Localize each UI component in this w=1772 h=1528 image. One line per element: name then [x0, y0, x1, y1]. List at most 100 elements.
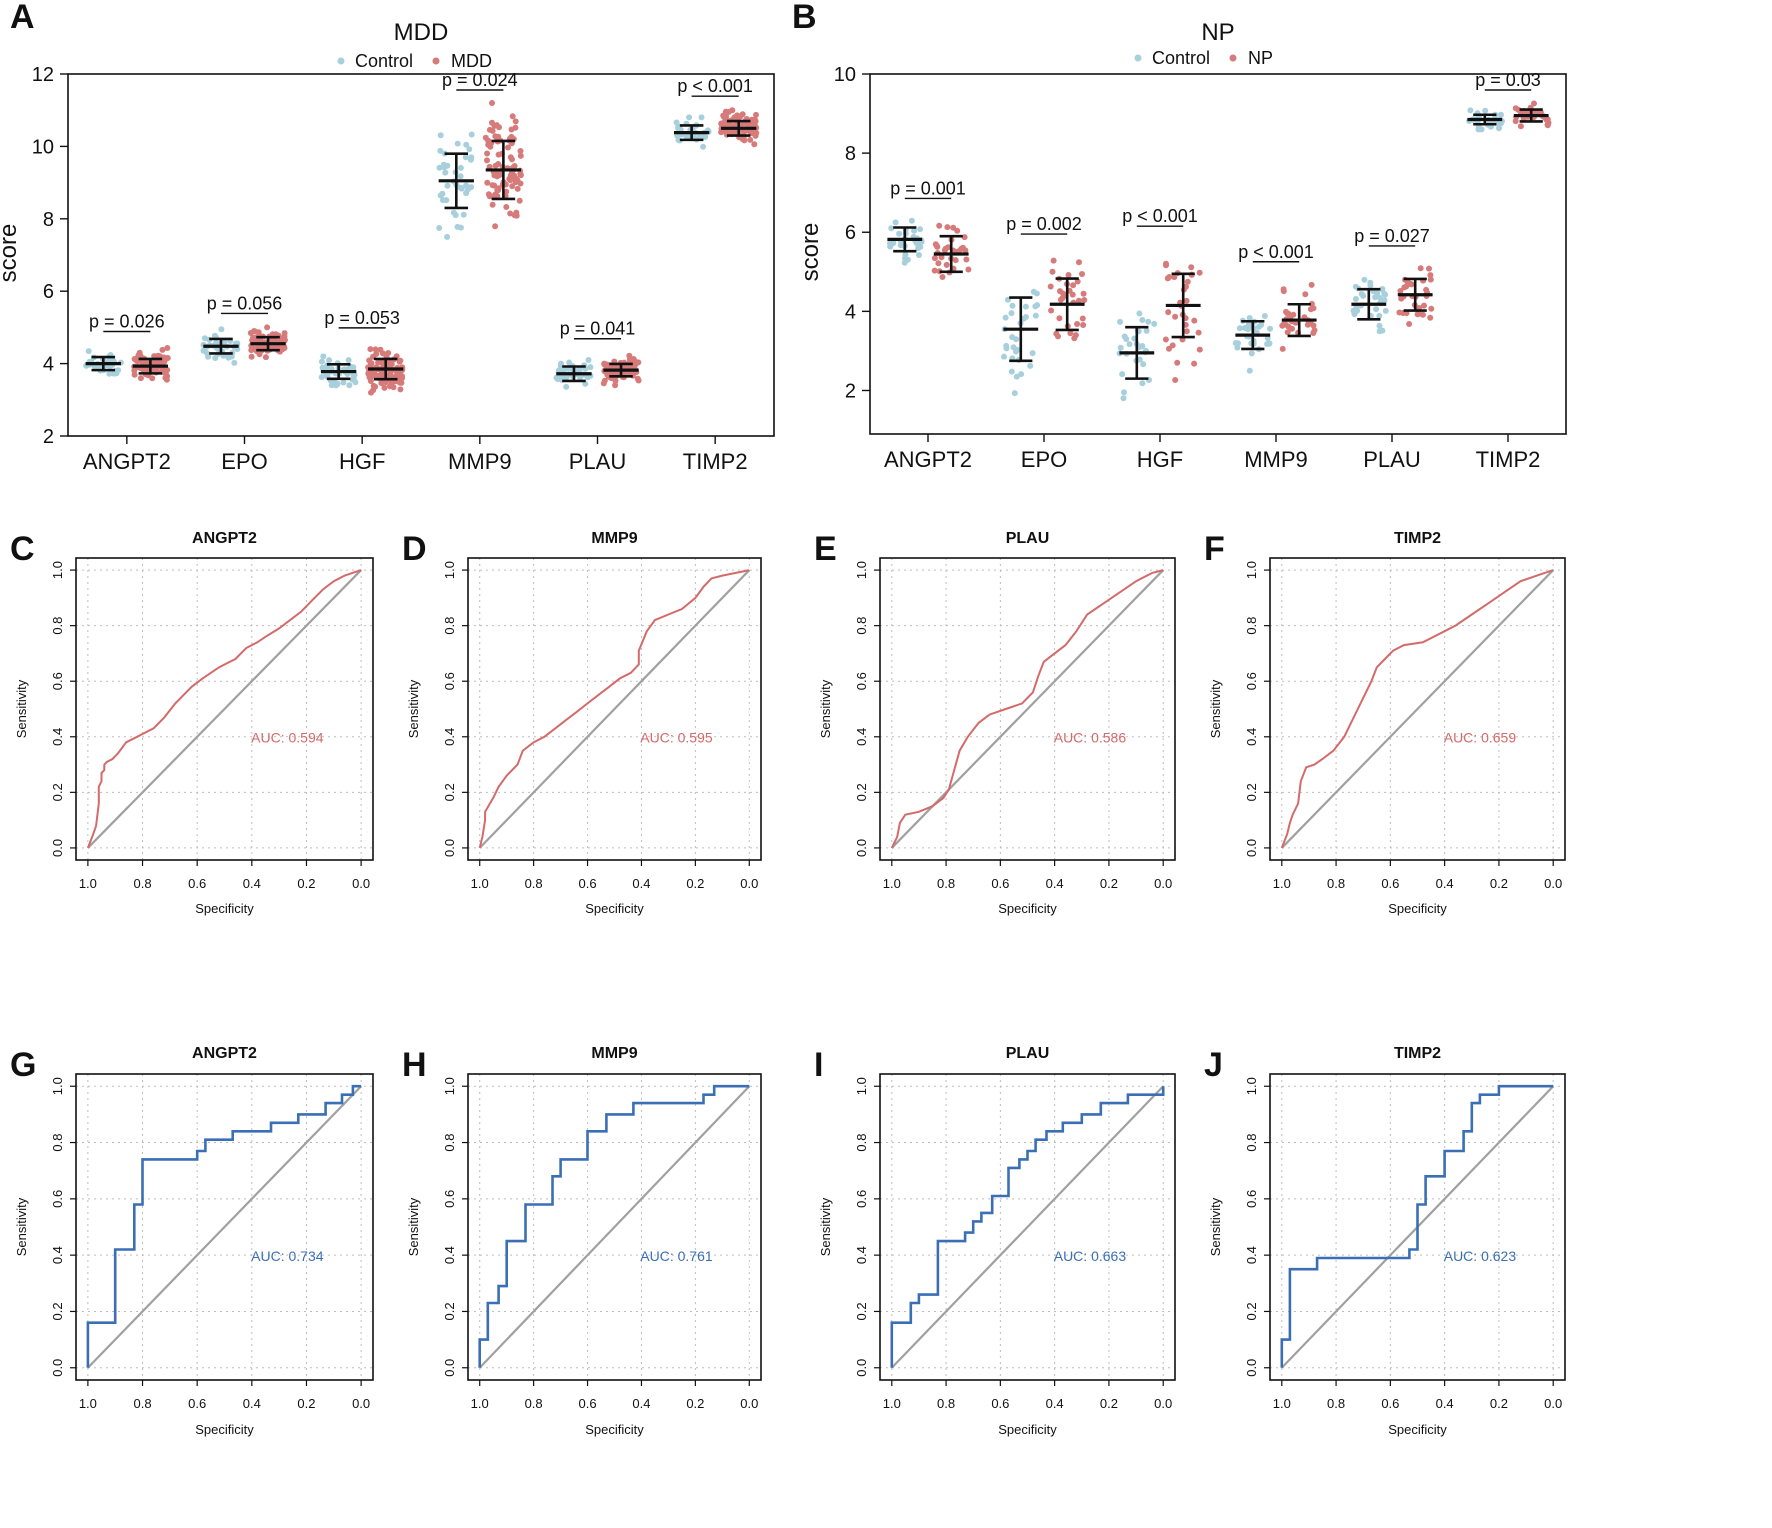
data-point — [218, 326, 225, 333]
data-point — [489, 127, 496, 134]
data-point — [1123, 336, 1130, 342]
data-point — [397, 357, 404, 364]
data-point — [1076, 259, 1082, 266]
y-axis-title: Sensitivity — [1208, 1197, 1223, 1256]
data-point — [577, 374, 584, 381]
data-point — [164, 345, 171, 351]
data-point — [1191, 360, 1198, 367]
data-point — [1057, 296, 1064, 303]
legend-dot-control — [337, 57, 345, 65]
data-point — [587, 364, 594, 371]
x-tick-label: 0.4 — [243, 876, 261, 891]
y-axis-title: score — [797, 223, 824, 282]
y-axis-title: Sensitivity — [406, 679, 421, 738]
y-tick-label: 2 — [845, 380, 856, 402]
data-point — [1119, 371, 1126, 378]
data-point — [1014, 346, 1021, 353]
data-point — [1008, 368, 1015, 375]
data-point — [1032, 312, 1039, 319]
y-axis-title: score — [0, 224, 22, 283]
panel-letter: A — [10, 0, 35, 36]
data-point — [1195, 329, 1202, 336]
data-point — [952, 257, 959, 264]
data-point — [683, 133, 690, 140]
y-tick-label: 0.8 — [50, 617, 65, 635]
panel-letter: E — [814, 530, 837, 568]
data-point — [375, 359, 382, 366]
data-point — [491, 122, 498, 129]
error-bar — [438, 152, 474, 210]
error-bar — [1003, 296, 1039, 363]
data-point — [908, 217, 915, 224]
data-point — [489, 201, 496, 208]
y-tick-label: 0.2 — [1244, 783, 1259, 801]
x-tick-label: 0.2 — [297, 876, 315, 891]
data-point — [452, 212, 459, 219]
x-tick-label: 0.6 — [1381, 876, 1399, 891]
data-point — [375, 372, 382, 379]
data-point — [512, 124, 519, 131]
data-point — [511, 163, 518, 169]
data-point — [1467, 107, 1474, 114]
data-point — [489, 100, 495, 106]
p-value-label: p = 0.026 — [89, 312, 165, 332]
y-tick-label: 0.4 — [1244, 728, 1259, 746]
data-point — [1033, 290, 1040, 297]
data-point — [931, 255, 938, 262]
data-point — [1246, 315, 1253, 321]
x-tick-label: 1.0 — [471, 1396, 489, 1411]
data-point — [388, 361, 395, 368]
data-point — [1050, 257, 1057, 264]
y-tick-label: 0.2 — [854, 783, 869, 801]
data-point — [721, 114, 728, 121]
data-point — [1361, 276, 1368, 283]
data-point — [739, 111, 746, 118]
data-point — [734, 112, 741, 119]
y-tick-label: 0.0 — [50, 1359, 65, 1377]
data-point — [1517, 123, 1524, 130]
panel-letter: B — [792, 0, 817, 36]
y-axis-title: Sensitivity — [406, 1197, 421, 1256]
plot-frame — [467, 557, 762, 861]
data-point — [698, 114, 705, 121]
data-point — [1065, 272, 1072, 278]
data-point — [686, 114, 693, 121]
data-point — [248, 353, 255, 360]
data-point — [1360, 292, 1367, 299]
data-point — [612, 382, 619, 389]
data-point — [1067, 330, 1074, 337]
data-point — [1172, 313, 1179, 320]
data-point — [1512, 105, 1519, 112]
data-point — [1165, 309, 1172, 316]
error-bar — [933, 234, 969, 274]
x-axis-title: Specificity — [998, 901, 1057, 916]
data-point — [511, 172, 518, 179]
x-tick-label: 0.6 — [188, 1396, 206, 1411]
data-point — [495, 151, 502, 158]
y-tick-label: 0.2 — [442, 783, 457, 801]
p-value-label: p < 0.001 — [1122, 206, 1198, 226]
data-point — [1049, 268, 1056, 275]
panel-letter: I — [814, 1046, 823, 1084]
y-tick-label: 0.6 — [442, 1190, 457, 1208]
data-point — [1001, 353, 1007, 360]
y-tick-label: 0.4 — [50, 728, 65, 746]
data-point — [1172, 377, 1179, 383]
roc-curve — [890, 1086, 1165, 1368]
data-point — [200, 347, 207, 354]
y-tick-label: 0.8 — [854, 617, 869, 635]
y-tick-label: 0.6 — [50, 1190, 65, 1208]
data-point — [1047, 283, 1054, 290]
data-point — [1248, 350, 1255, 357]
plot-frame — [75, 557, 374, 861]
data-point — [1241, 325, 1248, 331]
data-point — [1140, 361, 1147, 368]
data-point — [468, 154, 475, 161]
data-point — [436, 225, 443, 231]
data-point — [379, 350, 386, 357]
y-tick-label: 1.0 — [854, 561, 869, 579]
data-point — [1398, 295, 1405, 302]
error-bar — [368, 357, 404, 381]
x-tick-label: 0.2 — [1100, 1396, 1118, 1411]
